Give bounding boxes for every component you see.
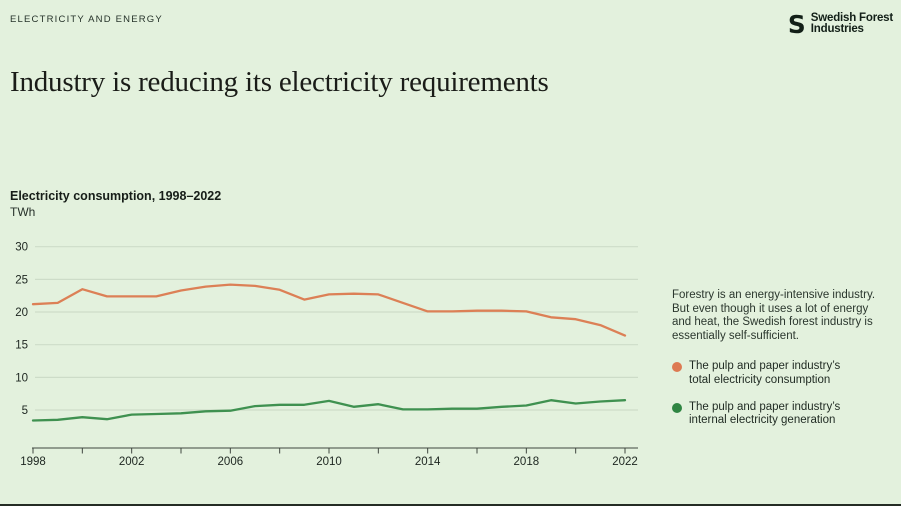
y-axis-tick-label: 25 <box>15 274 28 286</box>
x-axis-tick-label: 1998 <box>20 456 46 468</box>
y-axis-tick-label: 20 <box>15 307 28 319</box>
logo-line-2: Industries <box>810 23 864 35</box>
legend-label: The pulp and paper industry’s total elec… <box>689 360 841 386</box>
orange-dot-icon <box>672 362 682 373</box>
svg-text:S: S <box>788 12 806 36</box>
slide-kicker: ELECTRICITY AND ENERGY <box>10 14 163 25</box>
x-axis-tick-label: 2022 <box>612 456 638 468</box>
chart-heading: Electricity consumption, 1998–2022 <box>10 189 222 203</box>
x-axis-tick-label: 2002 <box>119 456 145 468</box>
legend-item-internal-generation: The pulp and paper industry’s internal e… <box>672 401 842 428</box>
slide-title: Industry is reducing its electricity req… <box>10 66 549 98</box>
legend-label: The pulp and paper industry’s internal e… <box>689 400 841 427</box>
logo-wordmark: Swedish Forest Industries <box>810 11 893 36</box>
y-axis-tick-label: 30 <box>15 242 28 254</box>
x-axis-tick-label: 2006 <box>218 456 244 468</box>
legend-item-total-consumption: The pulp and paper industry’s total elec… <box>672 360 842 387</box>
y-axis-tick-label: 15 <box>15 340 28 352</box>
electricity-consumption-line-chart: 5 10 15 20 25 30 1998 2002 2006 2010 2014 2018 2022 <box>15 242 638 468</box>
x-axis-tick-label: 2010 <box>316 456 342 468</box>
y-axis-tick-label: 5 <box>22 405 28 417</box>
s-loop-logo-icon: S <box>788 12 806 36</box>
chart-legend: The pulp and paper industry’s total elec… <box>672 360 884 427</box>
series-line-total-consumption <box>31 283 627 337</box>
y-axis-tick-label: 10 <box>15 372 28 384</box>
logo-line-1: Swedish Forest <box>810 11 893 24</box>
x-axis-tick-label: 2014 <box>415 456 441 468</box>
swedish-forest-industries-logo: S Swedish Forest Industries <box>786 11 894 36</box>
slide-bottom-edge <box>0 504 901 506</box>
green-dot-icon <box>672 402 682 413</box>
chart-unit-label: TWh <box>10 205 36 219</box>
x-axis-tick-label: 2018 <box>514 456 540 468</box>
aside-paragraph: Forestry is an energy-intensive industry… <box>672 289 876 342</box>
chart-header: Electricity consumption, 1998–2022 TWh <box>10 189 221 219</box>
series-line-internal-generation <box>31 399 627 422</box>
aside-column: Forestry is an energy-intensive industry… <box>672 289 884 441</box>
